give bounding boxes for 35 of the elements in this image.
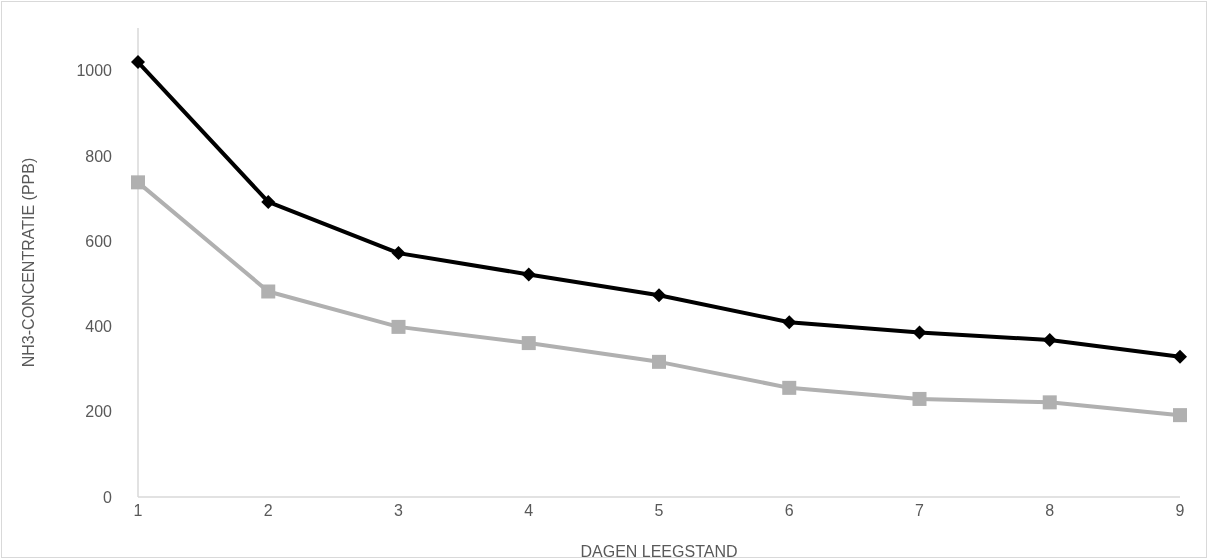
x-tick-label: 4 [524,502,534,520]
point [521,336,536,351]
y-axis-title: NH3-CONCENTRATIE (PPB) [19,157,37,368]
point [782,380,797,395]
y-tick-label: 1000 [76,62,113,80]
y-tick-label: 800 [85,147,113,165]
point [261,284,276,299]
x-tick-label: 7 [915,502,925,520]
point [521,267,536,282]
x-axis-title: DAGEN LEEGSTAND [580,543,738,559]
x-tick-label: 3 [394,502,404,520]
point [131,55,145,70]
y-tick-label: 0 [103,488,113,506]
x-tick-label: 8 [1045,502,1055,520]
point [261,194,276,209]
point [912,325,927,340]
point [652,288,666,303]
x-tick-label: 2 [263,502,273,520]
point [391,319,406,334]
point [912,391,927,406]
y-tick-label: 400 [85,318,113,336]
point [1173,408,1187,423]
point [782,315,797,330]
point [1042,395,1057,410]
x-tick-label: 6 [784,502,794,520]
point [391,246,406,261]
point [131,175,145,190]
x-tick-label: 9 [1175,502,1185,520]
point [1173,349,1187,364]
y-tick-label: 200 [85,403,113,421]
x-tick-label: 5 [654,502,664,520]
x-tick-label: 1 [133,502,143,520]
point [652,354,666,369]
point [1042,333,1057,348]
y-tick-label: 600 [85,232,113,250]
